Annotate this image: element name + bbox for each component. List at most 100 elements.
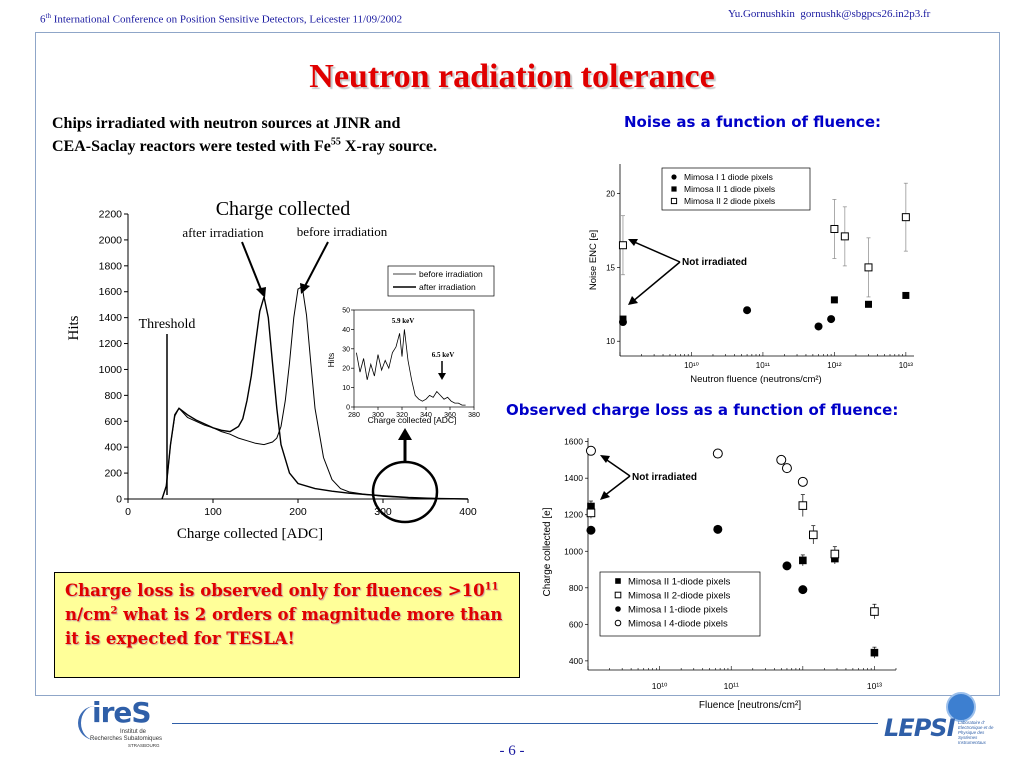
inset-ytick-label: 0: [346, 405, 350, 412]
noise-xtick-label: 10¹²: [827, 361, 842, 370]
loss-legend-marker: [615, 578, 621, 584]
loss-point-s0: [870, 648, 879, 657]
conference-ordinal: 6: [40, 13, 46, 26]
chart1-xtick-label: 0: [125, 506, 131, 518]
inset-xtick-label: 280: [348, 412, 360, 419]
chart1-annot-after: after irradiation: [182, 225, 264, 240]
loss-xtick-label: 10¹⁰: [652, 681, 668, 691]
noise-point-s1: [830, 296, 838, 304]
loss-point-s3: [776, 454, 787, 465]
noise-legend-label: Mimosa I 1 diode pixels: [684, 172, 773, 182]
noise-point-s2: [901, 213, 910, 222]
loss-ytick-label: 1400: [564, 473, 583, 483]
noise-xtick-label: 10¹⁰: [684, 361, 699, 370]
loss-legend-marker: [614, 591, 622, 599]
loss-ticks: 400 600 800 1000 1200 1400 1600 10¹⁰ 10¹¹ 10¹³: [564, 437, 897, 691]
noise-legend-marker: [671, 186, 677, 192]
loss-point-s1: [798, 501, 808, 510]
inset-ytick-label: 20: [342, 366, 350, 373]
noise-chart: 10 15 20 10¹⁰ 10¹¹ 10¹² 10¹³ Neutron fluence (…: [588, 164, 914, 385]
noise-point-s0: [743, 306, 752, 315]
ires-logo-text: ireS: [92, 696, 152, 729]
page-title: Neutron radiation tolerance: [309, 58, 715, 95]
loss-point-s0: [799, 556, 807, 565]
chart1-ticks: 0200400600800100012001400160018002000220…: [99, 209, 477, 519]
loss-ytick-label: 1200: [564, 510, 583, 520]
callout-text-b: n/cm: [65, 605, 111, 624]
conference-header: 6th International Conference on Position…: [40, 12, 402, 26]
loss-legend-marker: [615, 606, 621, 612]
chart1-series-before: [161, 285, 469, 500]
noise-point-s0: [814, 322, 823, 331]
noise-heading: Noise as a function of fluence:: [624, 113, 881, 131]
ires-sub-1: Institut de: [120, 729, 147, 735]
chart1-ytick-label: 1600: [99, 286, 123, 298]
loss-ytick-label: 800: [569, 583, 583, 593]
noise-legend-label: Mimosa II 2 diode pixels: [684, 196, 775, 206]
author-name: Yu.Gornushkin: [728, 8, 795, 20]
chart1-axes: [127, 214, 468, 500]
loss-axes: [587, 438, 896, 671]
chart1-legend: [387, 265, 495, 297]
chart1-ytick-label: 2000: [99, 234, 123, 246]
loss-ytick-label: 400: [569, 656, 583, 666]
tail-highlight-circle: [371, 460, 439, 524]
chart1-inset: 0 10 20 30 40 50 280 300 320 340 360 380 Charge col…: [326, 308, 480, 426]
callout-sup-area: 2: [110, 605, 118, 617]
chart1-annot-before: before irradiation: [297, 224, 388, 239]
chart1-ytick-label: 1400: [99, 312, 123, 324]
author-email: gornushk@sbgpcs26.in2p3.fr: [800, 8, 931, 20]
lepsi-sub: Laboratoire d' Electronique et de Physiq…: [958, 720, 994, 745]
noise-point-s1: [902, 291, 910, 299]
callout-sup-fluence: 11: [484, 581, 499, 593]
noise-legend-marker: [671, 174, 677, 180]
chart1-ytick-label: 400: [104, 442, 122, 454]
inset-xtick-label: 320: [396, 412, 408, 419]
charge-loss-callout: Charge loss is observed only for fluence…: [54, 572, 520, 678]
arrow-before-irradiation: [303, 241, 329, 289]
chart1-legend-after: after irradiation: [419, 282, 476, 292]
intro-line-1: Chips irradiated with neutron sources at…: [52, 115, 401, 132]
noise-point-s1: [864, 300, 872, 308]
loss-legend: [599, 571, 761, 637]
inset-axes: [353, 309, 475, 408]
ires-logo: ireS Institut de Recherches Subatomiques…: [78, 692, 178, 752]
loss-ytick-label: 1600: [564, 437, 583, 447]
chart1-xlabel: Charge collected [ADC]: [177, 526, 323, 542]
noise-ytick-label: 15: [606, 263, 615, 272]
loss-legend-label: Mimosa I 1-diode pixels: [628, 605, 728, 616]
loss-point-s1: [586, 508, 596, 518]
chart1-ytick-label: 2200: [99, 209, 123, 221]
intro-isotope-sup: 55: [330, 136, 341, 148]
loss-marks: [585, 445, 879, 659]
noise-arrow-up-head: [628, 239, 638, 246]
chart1-ytick-label: 0: [116, 494, 122, 506]
inset-annot-65kev: 6.5 keV: [432, 351, 455, 359]
loss-point-s2: [586, 525, 596, 535]
callout-text-a: Charge loss is observed only for fluence…: [65, 581, 485, 600]
noise-arrow-down-head: [628, 296, 638, 305]
loss-legend-marker: [614, 619, 622, 627]
chart1-ytick-label: 200: [104, 468, 122, 480]
author-header: Yu.Gornushkin gornushk@sbgpcs26.in2p3.fr: [728, 8, 930, 20]
loss-point-s2: [782, 561, 792, 571]
loss-legend-label: Mimosa II 2-diode pixels: [628, 591, 731, 602]
noise-point-s2: [864, 263, 873, 272]
loss-point-s1: [808, 530, 818, 540]
charge-collected-chart: Charge collected Charge collected [ADC] …: [66, 198, 495, 542]
inset-annot-59kev: 5.9 keV: [392, 317, 415, 325]
loss-point-s1: [870, 607, 879, 616]
inset-xtick-label: 340: [420, 412, 432, 419]
arrow-before-head: [300, 283, 310, 294]
loss-arrow-up: [603, 457, 631, 477]
chart1-ylabel: Hits: [66, 315, 82, 340]
loss-point-s0: [587, 502, 595, 511]
lepsi-globe-icon: [946, 692, 976, 722]
chart1-xtick-label: 200: [289, 506, 307, 518]
loss-xtick-label: 10¹³: [867, 681, 882, 691]
noise-marks: [618, 182, 910, 331]
noise-ylabel: Noise ENC [e]: [588, 230, 599, 290]
inset-ytick-label: 10: [342, 385, 350, 392]
chart1-ytick-label: 800: [104, 390, 122, 402]
chart1-ytick-label: 1800: [99, 260, 123, 272]
